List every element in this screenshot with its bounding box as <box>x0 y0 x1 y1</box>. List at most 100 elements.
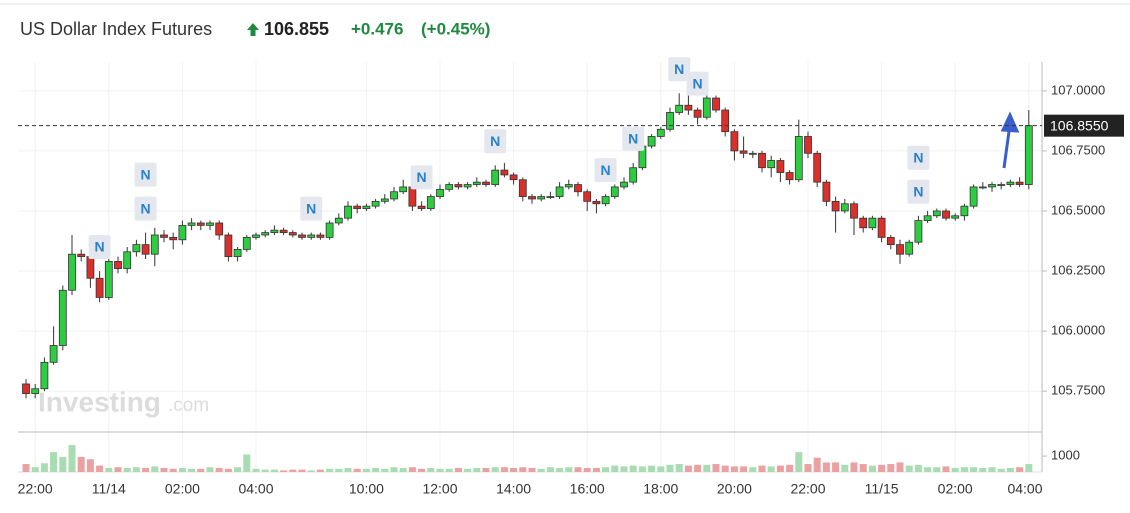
candle-body <box>150 234 159 255</box>
news-marker[interactable] <box>410 165 433 190</box>
candle-body <box>684 104 693 111</box>
candle-body <box>693 109 702 118</box>
news-marker[interactable] <box>594 158 617 183</box>
news-marker[interactable] <box>300 196 323 221</box>
candle-body <box>656 128 665 137</box>
volume-bar <box>960 467 968 472</box>
volume-bar <box>878 464 886 472</box>
x-tick-label: 10:00 <box>349 481 384 497</box>
volume-bar <box>132 467 140 472</box>
candle-body <box>776 160 785 173</box>
news-marker[interactable] <box>134 196 157 221</box>
candle-body <box>123 251 132 270</box>
candle-body <box>518 179 527 197</box>
news-marker-label: N <box>417 169 427 185</box>
candle-body <box>804 136 812 154</box>
volume-bar <box>970 467 978 472</box>
candle-body <box>923 215 932 221</box>
candle-body <box>896 244 904 255</box>
volume-bar <box>436 468 444 472</box>
candle-body <box>914 220 923 243</box>
candle-body <box>960 205 969 217</box>
candle-body <box>132 244 141 253</box>
candle-body <box>344 205 352 219</box>
volume-bar <box>583 468 591 472</box>
candle-body <box>196 222 205 226</box>
volume-bar <box>556 468 564 472</box>
news-marker[interactable] <box>622 126 645 151</box>
candle-body <box>68 253 76 291</box>
candle-body <box>758 152 766 169</box>
volume-bar <box>822 462 830 472</box>
x-tick-label: 11/15 <box>865 481 899 497</box>
news-marker[interactable] <box>484 129 507 154</box>
volume-bar <box>96 465 104 472</box>
volume-bar <box>335 468 343 472</box>
candle-body <box>482 181 490 185</box>
volume-bar <box>749 467 757 472</box>
volume-bar <box>77 456 85 472</box>
volume-bar <box>197 468 205 472</box>
volume-bar <box>408 467 416 472</box>
news-marker[interactable] <box>907 179 930 204</box>
y-tick-label: 106.5000 <box>1051 202 1105 217</box>
volume-bar <box>740 466 748 472</box>
candle-body <box>353 205 362 209</box>
candle-body <box>95 277 104 298</box>
volume-bar <box>261 469 269 472</box>
candle-body <box>721 109 730 133</box>
volume-bar <box>326 468 334 472</box>
news-marker[interactable] <box>88 235 111 260</box>
volume-bar <box>638 466 646 472</box>
candle-body <box>932 210 941 217</box>
x-tick-label: 20:00 <box>717 481 752 497</box>
news-marker[interactable] <box>686 71 709 96</box>
volume-bar <box>703 464 711 472</box>
candle-body <box>868 217 877 229</box>
volume-bar <box>786 464 794 472</box>
news-marker[interactable] <box>907 145 930 170</box>
volume-bar <box>86 459 94 472</box>
candle-body <box>399 186 408 193</box>
last-price-box <box>1044 114 1124 137</box>
change: +0.476 <box>351 19 403 38</box>
volume-bar <box>151 466 159 472</box>
volume-bar <box>629 465 637 472</box>
volume-bar <box>22 464 30 472</box>
candle-body <box>426 196 435 209</box>
candle-body <box>233 249 242 258</box>
volume-bar <box>1006 468 1014 472</box>
volume-bar <box>353 468 361 472</box>
candle-body <box>813 152 822 183</box>
volume-bar <box>316 469 324 472</box>
candle-body <box>288 232 297 236</box>
volume-bar <box>546 467 554 472</box>
volume-bar <box>50 452 58 472</box>
volume-bar <box>491 467 499 472</box>
candle-body <box>767 160 776 169</box>
candle-body <box>334 217 343 224</box>
volume-bar <box>105 468 113 472</box>
volume-bar <box>307 470 315 472</box>
volume-bar <box>280 470 288 472</box>
candle-body <box>371 200 380 207</box>
news-marker-label: N <box>141 200 151 216</box>
news-marker[interactable] <box>668 57 691 82</box>
volume-bar <box>528 468 536 472</box>
candle-body <box>58 289 67 346</box>
volume-bar <box>666 464 674 472</box>
volume-bar <box>574 467 582 472</box>
x-tick-label: 14:00 <box>496 481 531 497</box>
last-price-label: 106.8550 <box>1050 117 1109 133</box>
volume-bar <box>500 467 508 472</box>
candle-body <box>325 222 334 238</box>
candle-body <box>436 188 444 197</box>
candle-body <box>472 181 481 185</box>
volume-bar <box>611 465 619 472</box>
volume-bar <box>694 464 702 472</box>
candle-body <box>509 174 518 181</box>
volume-bar <box>896 462 904 472</box>
news-marker[interactable] <box>134 162 157 187</box>
y-tick-label: 107.0000 <box>1051 82 1105 97</box>
